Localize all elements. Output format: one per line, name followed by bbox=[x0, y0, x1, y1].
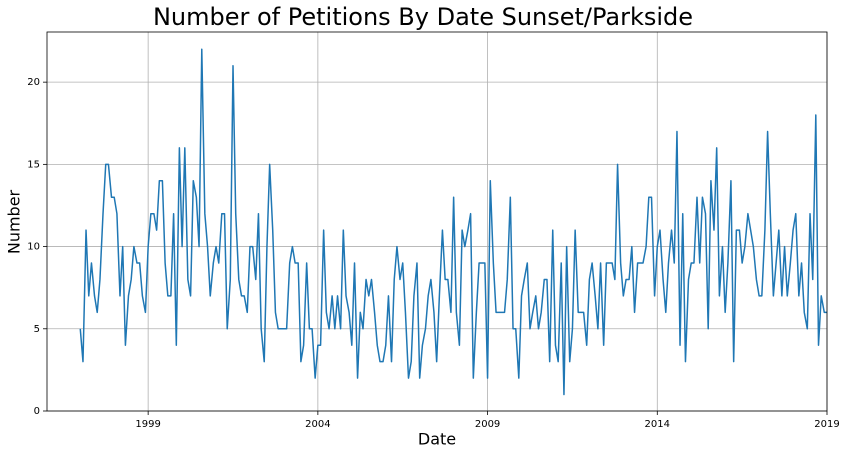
data-line bbox=[79, 48, 827, 396]
y-tick-label: 15 bbox=[27, 159, 40, 170]
x-tick-label: 2009 bbox=[475, 419, 500, 430]
y-tick-label: 0 bbox=[34, 406, 40, 417]
chart-title: Number of Petitions By Date Sunset/Parks… bbox=[153, 3, 693, 31]
y-axis-label: Number bbox=[5, 189, 24, 254]
x-axis-label: Date bbox=[418, 430, 456, 449]
x-tick-label: 2019 bbox=[814, 419, 839, 430]
plot-frame bbox=[46, 31, 828, 412]
x-tick-label: 2004 bbox=[305, 419, 330, 430]
x-tick-label: 2014 bbox=[645, 419, 670, 430]
y-tick-label: 20 bbox=[27, 77, 40, 88]
y-tick-label: 10 bbox=[27, 242, 40, 253]
y-tick-label: 5 bbox=[34, 324, 40, 335]
x-tick-label: 1999 bbox=[135, 419, 160, 430]
